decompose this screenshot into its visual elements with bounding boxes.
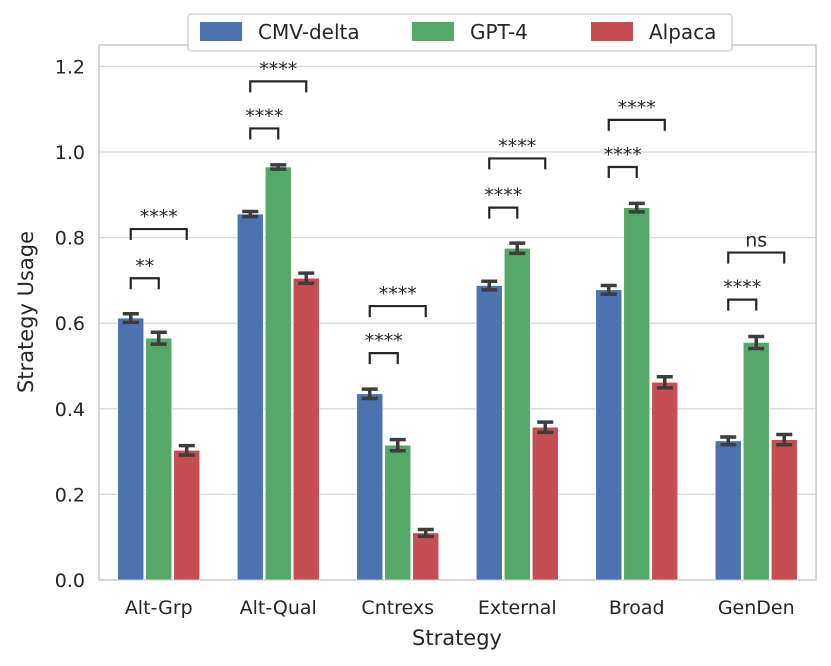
bars [117, 166, 798, 581]
significance-bracket [368, 352, 399, 365]
significance-label: **** [365, 330, 403, 352]
bar-cmv-delta [236, 213, 264, 581]
significance-label: **** [498, 135, 536, 157]
significance-bracket [129, 277, 160, 290]
significance-bracket [488, 206, 519, 219]
bar-gpt-4 [503, 248, 531, 581]
y-axis-ticks: 0.0 0.2 0.4 0.6 0.8 1.0 1.2 [55, 56, 85, 592]
significance-annotations: ****************************** **********… [129, 58, 786, 365]
legend-label: GPT-4 [470, 20, 528, 44]
bar-gpt-4 [264, 166, 292, 581]
legend-swatch [412, 22, 454, 41]
bar-cmv-delta [356, 393, 384, 581]
bar-cmv-delta [714, 440, 742, 581]
bar-gpt-4 [384, 444, 412, 581]
significance-bracket [368, 304, 427, 318]
significance-label: **** [140, 206, 178, 228]
bar-gpt-4 [742, 342, 770, 581]
bar-gpt-4 [623, 207, 651, 581]
y-tick-label: 0.6 [55, 313, 85, 335]
significance-bracket [249, 80, 308, 93]
y-tick-label: 1.0 [55, 142, 85, 164]
significance-bracket [488, 157, 547, 170]
significance-label: **** [259, 58, 297, 80]
bar-gpt-4 [145, 337, 173, 581]
legend-label: CMV-delta [258, 20, 360, 44]
y-tick-label: 0.4 [55, 399, 85, 421]
significance-label: **** [723, 277, 761, 299]
legend-label: Alpaca [649, 20, 716, 44]
x-axis-label: Strategy [412, 626, 502, 650]
x-axis-ticks: Alt-Grp Alt-Qual Cntrexs External Broad GenDe… [125, 597, 795, 619]
significance-label: ns [745, 230, 767, 252]
x-tick-label: Alt-Qual [240, 597, 317, 619]
error-bars [122, 163, 793, 539]
bar-alpaca [651, 381, 679, 581]
bar-alpaca [412, 532, 440, 581]
x-tick-label: GenDen [718, 597, 795, 619]
significance-label: **** [484, 185, 522, 207]
bar-cmv-delta [117, 317, 145, 581]
significance-bracket [727, 298, 758, 311]
gridlines [99, 65, 816, 581]
bar-cmv-delta [595, 289, 623, 581]
x-tick-label: Cntrexs [361, 597, 434, 619]
bar-alpaca [531, 426, 559, 581]
x-tick-label: External [478, 597, 557, 619]
significance-label: **** [245, 105, 283, 127]
legend: CMV-delta GPT-4 Alpaca [187, 13, 733, 52]
y-tick-label: 0.8 [55, 228, 85, 250]
significance-bracket [607, 118, 666, 131]
y-tick-label: 1.2 [55, 56, 85, 78]
bar-alpaca [770, 439, 798, 581]
significance-label: **** [379, 283, 417, 305]
bar-alpaca [292, 277, 320, 581]
plot-area-frame [98, 44, 817, 581]
significance-label: ** [135, 255, 154, 277]
x-tick-label: Broad [609, 597, 665, 619]
bar-alpaca [173, 450, 201, 581]
significance-bracket [607, 165, 638, 178]
significance-bracket [727, 251, 786, 264]
significance-bracket [129, 227, 188, 241]
y-axis-label: Strategy Usage [14, 231, 38, 393]
legend-swatch [591, 22, 633, 41]
x-tick-label: Alt-Grp [125, 597, 193, 619]
y-tick-label: 0.2 [55, 484, 85, 506]
legend-swatch [200, 22, 242, 41]
significance-label: **** [618, 97, 656, 119]
bar-cmv-delta [475, 285, 503, 581]
significance-label: **** [604, 144, 642, 166]
y-tick-label: 0.0 [55, 570, 85, 592]
significance-bracket [249, 127, 280, 140]
